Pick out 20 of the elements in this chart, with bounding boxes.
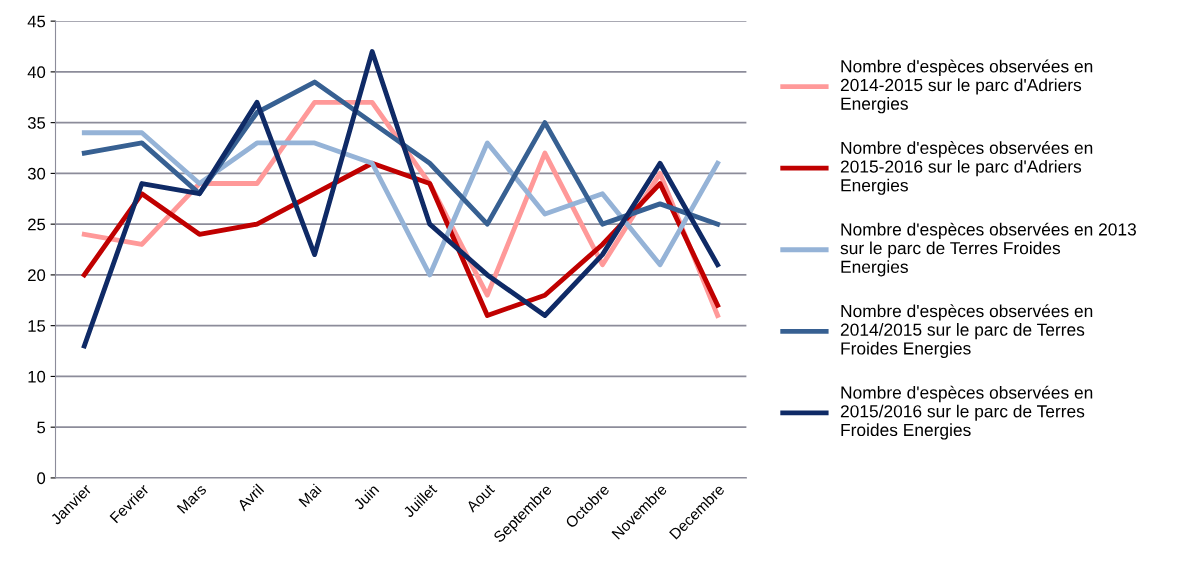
y-tick-label: 35 [27,117,46,129]
line-series [81,79,721,227]
legend-label: Nombre d'espèces observées en 2013 sur le parc de Terres Froides Energies [840,222,1136,277]
y-tick-label: 15 [28,320,46,332]
legend-label: Nombre d'espèces observées en 2015/2016 sur le parc de Terres Froides Energies [840,385,1093,440]
y-tick-label: 10 [28,370,46,383]
y-tick-label: 30 [27,167,46,180]
y-tick-label: 20 [28,269,46,282]
y-tick-label: 25 [28,218,46,231]
y-tick-label: 45 [27,15,46,28]
y-tick-label: 5 [37,421,46,434]
line-series [81,130,721,278]
x-tick-label: Juin [352,483,380,511]
legend-label: Nombre d'espèces observées en 2014/2015 sur le parc de Terres Froides Energies [840,304,1093,358]
y-tick-label: 0 [37,472,46,485]
legend-label: Nombre d'espèces observées en 2014-2015 sur le parc d'Adriers Energies [840,59,1093,114]
y-tick-label: 40 [27,66,46,79]
legend-label: Nombre d'espèces observées en 2015-2016 sur le parc d'Adriers Energies [840,141,1093,195]
x-tick-label: Mai [298,483,322,508]
line-series [81,49,721,349]
